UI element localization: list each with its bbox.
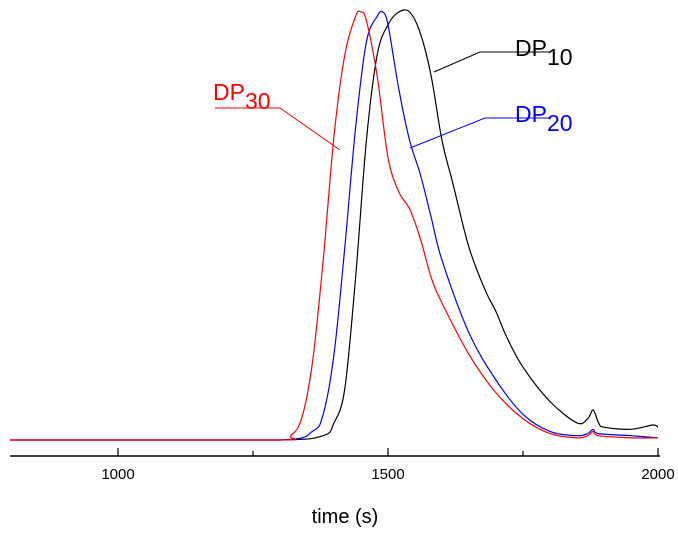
x-axis-title: time (s)	[312, 506, 379, 528]
x-tick-label: 1500	[371, 466, 404, 483]
x-tick-label: 2000	[641, 466, 674, 483]
x-tick-label: 1000	[101, 466, 134, 483]
leader-line-dp10	[433, 51, 550, 73]
series-line-dp20	[10, 10, 659, 441]
leader-line-dp20	[409, 117, 550, 149]
series-line-dp30	[10, 10, 659, 441]
series-label-dp10: DP10	[515, 35, 573, 70]
series-label-dp20: DP20	[515, 101, 573, 136]
series-labels: DP10 DP20 DP30	[213, 35, 573, 151]
series-line-dp10	[10, 9, 659, 441]
series-layer	[10, 9, 659, 441]
series-label-dp30: DP30	[213, 79, 271, 114]
x-axis: 1000 1500 2000	[10, 448, 675, 483]
leader-line-dp30	[215, 107, 341, 151]
